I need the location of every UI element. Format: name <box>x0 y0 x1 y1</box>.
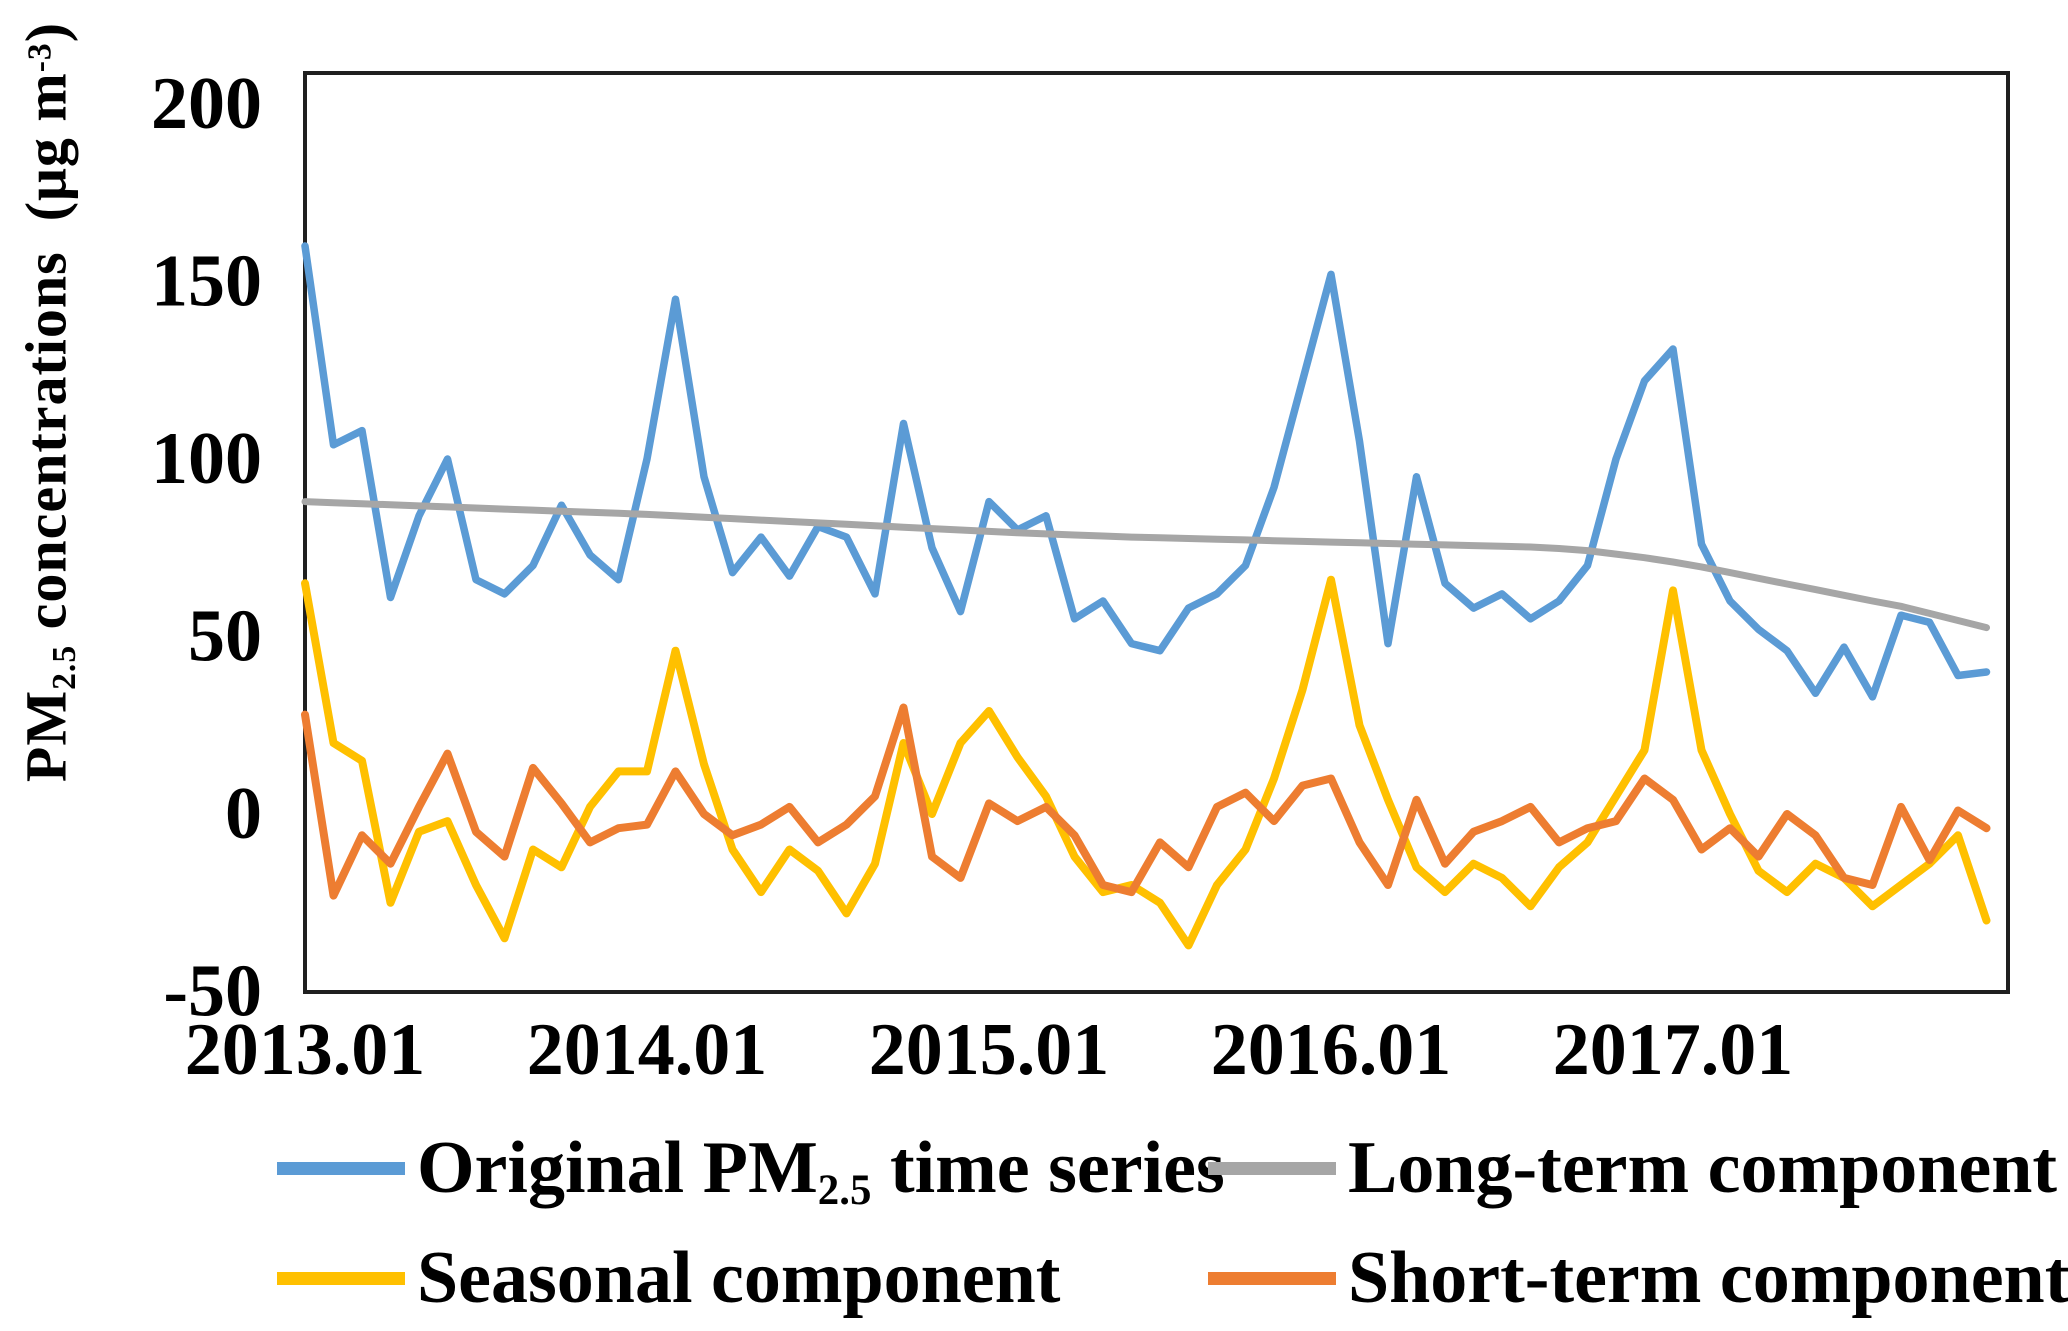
legend-swatch-seasonal-line-icon <box>277 1271 405 1285</box>
series-line-short-term-component <box>301 703 1991 900</box>
y-tick-label: 150 <box>151 241 262 323</box>
y-tick-label: -50 <box>163 951 262 1033</box>
x-tick-label: 2017.01 <box>1553 1009 1794 1091</box>
x-tick-label: 2013.01 <box>185 1009 426 1091</box>
legend-item-original-series: Original PM2.5 time series <box>277 1127 1225 1215</box>
y-tick-label: 0 <box>225 773 262 855</box>
legend-item-long-term-component: Long-term component <box>1208 1131 2057 1205</box>
legend-item-seasonal-component: Seasonal component <box>277 1241 1060 1315</box>
x-tick-label: 2016.01 <box>1211 1009 1452 1091</box>
y-tick-label: 100 <box>151 418 262 500</box>
legend-swatch-short-term-line-icon <box>1208 1271 1336 1285</box>
x-tick-label: 2015.01 <box>869 1009 1110 1091</box>
series-line-seasonal-component <box>301 575 1991 950</box>
legend-swatch-original-line-icon <box>277 1161 405 1175</box>
legend-label-short-term-component: Short-term component <box>1348 1237 2068 1319</box>
legend-item-short-term-component: Short-term component <box>1208 1241 2068 1315</box>
series-line-original-pm2-5-time-series <box>301 242 1991 701</box>
y-tick-label: 200 <box>151 63 262 145</box>
y-tick-label: 50 <box>188 596 262 678</box>
plot-border <box>303 71 2010 994</box>
legend-label-long-term-component: Long-term component <box>1348 1127 2058 1209</box>
y-axis-title: PM2.5 concentrations (μg m-3) <box>13 21 83 783</box>
legend-label-original-series: Original PM2.5 time series <box>417 1127 1225 1215</box>
x-tick-label: 2014.01 <box>527 1009 768 1091</box>
series-line-long-term-component <box>301 498 1990 632</box>
legend-label-seasonal-component: Seasonal component <box>417 1237 1061 1319</box>
legend-swatch-long-term-line-icon <box>1208 1161 1336 1175</box>
